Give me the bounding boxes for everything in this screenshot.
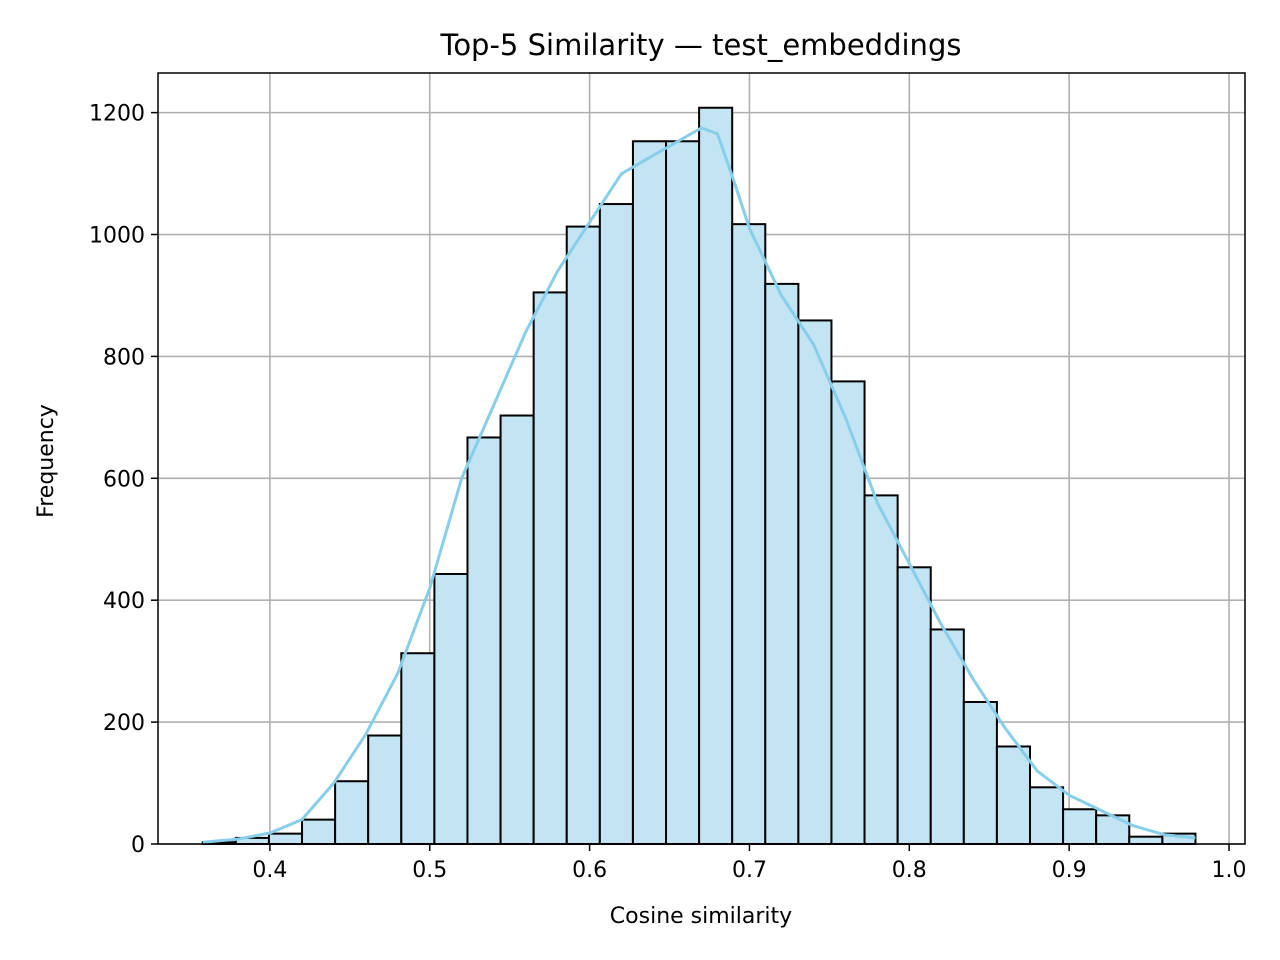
y-tick-label: 400	[103, 589, 145, 614]
histogram-bar	[631, 140, 668, 845]
histogram-bar	[334, 780, 370, 845]
x-tick-label: 0.4	[252, 858, 287, 883]
histogram-bar	[1028, 786, 1065, 846]
kde-curve	[202, 126, 1196, 844]
histogram-bar	[400, 652, 436, 845]
y-tick-label: 1000	[89, 224, 145, 249]
y-tick-label: 0	[131, 833, 145, 858]
histogram-bar	[532, 291, 568, 845]
histogram-bar	[962, 700, 998, 846]
x-tick-label: 0.7	[732, 858, 767, 883]
histogram-bar	[995, 745, 1031, 846]
histogram-bar	[698, 106, 734, 845]
x-tick-label: 1.0	[1212, 858, 1247, 883]
x-axis-label: Cosine similarity	[610, 904, 792, 929]
y-tick-label: 1200	[89, 102, 145, 127]
histogram-bars	[201, 106, 1197, 846]
histogram-bar	[1128, 835, 1164, 845]
histogram-bar	[929, 628, 965, 845]
histogram-bar	[433, 572, 469, 845]
histogram-bar	[1095, 814, 1131, 845]
histogram-bar	[499, 414, 535, 845]
x-tick-label: 0.5	[412, 858, 447, 883]
histogram-bar	[896, 566, 932, 845]
histogram-bar	[665, 140, 701, 845]
x-tick-label: 0.6	[572, 858, 607, 883]
histogram-bar	[863, 494, 899, 845]
y-axis-label: Frequency	[34, 404, 59, 518]
histogram-bar	[565, 225, 601, 845]
y-tick-label: 200	[103, 711, 145, 736]
x-axis-ticks: 0.4 0.5 0.6 0.7 0.8 0.9 1.0	[252, 844, 1247, 883]
histogram-bar	[797, 319, 833, 846]
histogram-bar	[764, 282, 800, 845]
histogram-bar	[598, 203, 634, 845]
histogram-bar	[1062, 808, 1098, 845]
histogram-bar	[731, 223, 767, 845]
y-tick-label: 800	[103, 345, 145, 370]
histogram-bar	[830, 380, 866, 845]
histogram-bar	[466, 436, 502, 845]
histogram-bar	[367, 734, 403, 846]
chart-title: Top-5 Similarity — test_embeddings	[440, 28, 962, 62]
histogram-bar	[301, 818, 337, 845]
y-axis-ticks: 0 200 400 600 800 1000 1200	[89, 102, 158, 858]
x-tick-label: 0.9	[1052, 858, 1087, 883]
plot-frame	[157, 72, 1246, 845]
x-tick-label: 0.8	[892, 858, 927, 883]
y-tick-label: 600	[103, 467, 145, 492]
histogram-bar	[267, 832, 304, 845]
